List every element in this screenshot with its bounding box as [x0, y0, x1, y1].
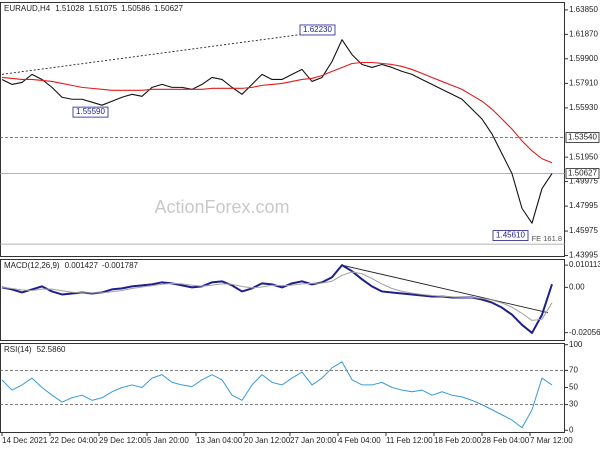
readout: 1.50586 [121, 4, 150, 13]
readout: 1.51075 [88, 4, 117, 13]
x-tick-label: 5 Jan 20:00 [147, 436, 189, 445]
panel-title: MACD(12,26,9) [4, 261, 60, 270]
series-line [1, 361, 553, 429]
panel-title: EURAUD,H4 [4, 4, 51, 13]
readout: 1.51028 [55, 4, 84, 13]
level-text: FE 161.8 [532, 234, 562, 243]
annotation-box [299, 24, 336, 36]
readout: 52.5860 [37, 345, 66, 354]
x-tick-label: 22 Dec 04:00 [50, 436, 98, 445]
y-tick-label: 0.00 [569, 283, 585, 292]
annotation-label: 1.55590 [76, 107, 105, 116]
series-line [1, 271, 553, 321]
level-box [565, 168, 600, 179]
x-tick-label: 18 Feb 20:00 [434, 436, 482, 445]
panel-frame [0, 2, 565, 257]
y-tick-label: 50 [569, 383, 578, 392]
panel-frame [0, 259, 565, 341]
y-tick-label: 1.55930 [569, 103, 598, 112]
y-tick-label: 70 [569, 365, 578, 374]
panel-title: RSI(14) [4, 345, 32, 354]
y-tick-label: 1.47995 [569, 201, 598, 210]
watermark: ActionForex.com [154, 197, 289, 217]
y-tick-label: 1.45975 [569, 226, 598, 235]
y-tick-label: 1.43995 [569, 251, 598, 260]
y-tick-label: 1.59900 [569, 54, 598, 63]
annotation-box [492, 230, 529, 241]
x-tick-label: 28 Feb 04:00 [482, 436, 530, 445]
readout: 0.001427 [65, 261, 99, 270]
x-tick-label: 14 Dec 2021 [2, 436, 48, 445]
level-label: 1.50627 [568, 169, 597, 178]
y-tick-label: 0.010113 [569, 260, 600, 269]
x-tick-label: 7 Mar 12:00 [530, 436, 573, 445]
y-tick-label: 1.49975 [569, 177, 598, 186]
x-tick-label: 4 Feb 04:00 [338, 436, 381, 445]
y-tick-label: 1.63850 [569, 5, 598, 14]
annotation-label: 1.62230 [303, 25, 332, 34]
y-tick-label: 1.51950 [569, 152, 598, 161]
readout: -0.001787 [102, 261, 139, 270]
y-tick-label: 30 [569, 400, 578, 409]
x-tick-label: 13 Jan 04:00 [196, 436, 243, 445]
level-box [565, 132, 600, 143]
series-line [1, 61, 553, 164]
x-tick-label: 11 Feb 12:00 [386, 436, 433, 445]
panel-frame [0, 343, 565, 433]
y-tick-label: 1.57910 [569, 79, 598, 88]
x-tick-label: 20 Jan 12:00 [244, 436, 291, 445]
annotation-label: 1.45610 [496, 231, 525, 240]
readout: 1.50627 [154, 4, 183, 13]
y-tick-label: 0 [569, 425, 574, 434]
series-line [1, 39, 553, 224]
y-tick-label: 1.61870 [569, 30, 598, 39]
y-tick-label: 100 [569, 340, 583, 349]
trendline [341, 264, 549, 314]
annotation-box [72, 106, 109, 118]
x-tick-label: 29 Dec 12:00 [99, 436, 147, 445]
x-tick-label: 27 Jan 20:00 [290, 436, 337, 445]
level-label: 1.53540 [568, 133, 597, 142]
y-tick-label: -0.020561 [569, 328, 600, 337]
